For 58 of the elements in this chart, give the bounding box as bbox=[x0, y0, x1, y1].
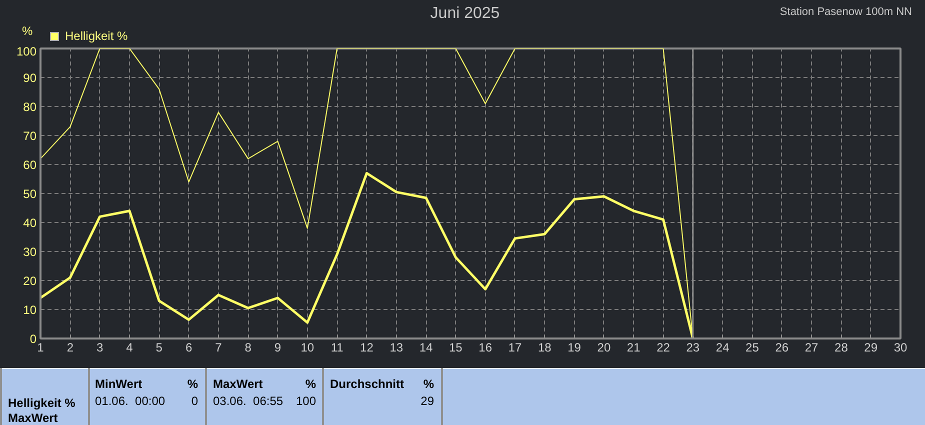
y-tick-label: 80 bbox=[23, 100, 37, 114]
chart-subtitle: Station Pasenow 100m NN bbox=[780, 6, 912, 19]
y-tick-label: 50 bbox=[23, 187, 37, 201]
x-tick-label: 15 bbox=[449, 340, 463, 354]
x-tick-label: 27 bbox=[804, 340, 819, 354]
text: Helligkeit % bbox=[8, 396, 76, 410]
x-tick-label: 30 bbox=[894, 340, 908, 354]
x-tick-label: 3 bbox=[96, 340, 104, 354]
y-axis-title: % bbox=[22, 24, 33, 38]
x-tick-label: 16 bbox=[478, 340, 492, 354]
x-tick-label: 5 bbox=[156, 340, 163, 354]
x-tick-label: 10 bbox=[300, 340, 314, 354]
text: MaxWert bbox=[213, 377, 263, 391]
y-tick-label: 10 bbox=[23, 303, 37, 317]
x-tick-label: 18 bbox=[538, 340, 552, 354]
x-tick-label: 7 bbox=[215, 340, 222, 354]
chart-title: Juni 2025 bbox=[429, 5, 501, 23]
y-tick-label: 0 bbox=[30, 332, 37, 346]
text: 0 bbox=[191, 394, 198, 408]
x-tick-label: 29 bbox=[864, 340, 878, 354]
y-tick-label: 60 bbox=[23, 158, 37, 172]
x-tick-label: 2 bbox=[66, 340, 74, 354]
x-tick-label: 19 bbox=[568, 340, 582, 354]
x-tick-label: 13 bbox=[390, 340, 404, 354]
text: % bbox=[423, 377, 434, 391]
y-tick-label: 30 bbox=[23, 245, 37, 259]
x-tick-label: 8 bbox=[244, 340, 252, 354]
x-tick-label: 22 bbox=[656, 340, 670, 354]
x-tick-label: 11 bbox=[330, 340, 344, 354]
text: % bbox=[187, 377, 198, 391]
x-tick-label: 26 bbox=[775, 340, 789, 354]
legend-label: Helligkeit % bbox=[65, 29, 128, 43]
x-tick-label: 28 bbox=[834, 340, 848, 354]
text: 100 bbox=[296, 394, 316, 408]
y-tick-label: 20 bbox=[23, 274, 37, 288]
x-tick-label: 23 bbox=[686, 340, 700, 354]
x-tick-label: 14 bbox=[419, 340, 434, 354]
text: 03.06. 06:55 bbox=[213, 394, 284, 408]
text: MinWert bbox=[95, 377, 142, 391]
x-tick-label: 25 bbox=[746, 340, 760, 354]
text: % bbox=[305, 377, 316, 391]
text: 01.06. 00:00 bbox=[95, 394, 166, 408]
y-tick-label: 70 bbox=[23, 129, 37, 143]
x-tick-label: 17 bbox=[508, 340, 522, 354]
x-tick-label: 4 bbox=[126, 340, 134, 354]
x-tick-label: 9 bbox=[274, 340, 282, 354]
text: MaxWert bbox=[8, 411, 58, 425]
x-tick-label: 20 bbox=[597, 340, 611, 354]
text: 29 bbox=[420, 394, 434, 408]
y-tick-label: 100 bbox=[16, 44, 37, 58]
x-tick-label: 24 bbox=[716, 340, 730, 354]
x-tick-label: 21 bbox=[626, 340, 641, 354]
text: Durchschnitt bbox=[330, 377, 404, 391]
x-tick-label: 12 bbox=[360, 340, 374, 354]
x-tick-label: 1 bbox=[37, 340, 44, 354]
y-tick-label: 90 bbox=[23, 71, 37, 85]
y-tick-label: 40 bbox=[23, 216, 37, 230]
x-tick-label: 6 bbox=[185, 340, 192, 354]
